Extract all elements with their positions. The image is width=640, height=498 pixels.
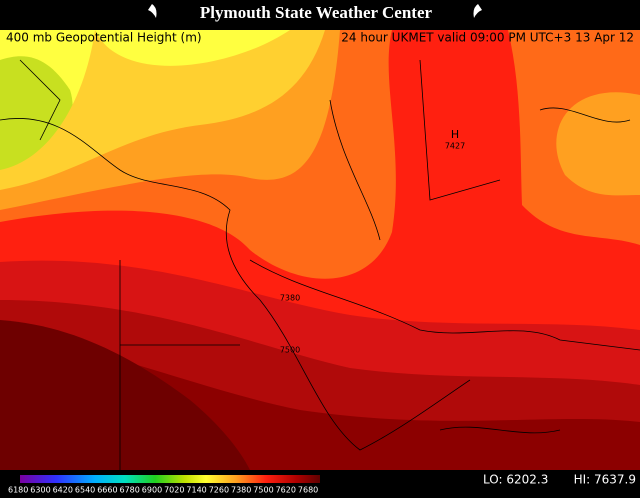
contour-label: 7427 (445, 142, 465, 151)
height-field (0, 30, 640, 470)
footer-bar (0, 470, 640, 498)
scale-label: 6780 (120, 486, 140, 495)
color-bar (20, 475, 320, 483)
scale-label: 7020 (164, 486, 184, 495)
scale-label: 6180 (8, 486, 28, 495)
title: Plymouth State Weather Center (200, 3, 433, 22)
low-value: LO: 6202.3 (483, 473, 548, 487)
color-scale-labels: 6180 6300 6420 6540 6660 6780 6900 7020 7140 7260… (8, 486, 318, 495)
scale-label: 6540 (75, 486, 95, 495)
scale-label: 6420 (53, 486, 73, 495)
contour-label: 7380 (280, 294, 300, 303)
scale-label: 7260 (209, 486, 229, 495)
high-value: HI: 7637.9 (574, 473, 636, 487)
scale-label: 7620 (276, 486, 296, 495)
scale-label: 7380 (231, 486, 251, 495)
scale-label: 6300 (30, 486, 50, 495)
scale-label: 7500 (253, 486, 273, 495)
scale-label: 6660 (97, 486, 117, 495)
header-bar (0, 0, 640, 30)
contour-label: 7500 (280, 346, 300, 355)
high-marker: H (451, 128, 459, 141)
field-label: 400 mb Geopotential Height (m) (6, 31, 202, 45)
scale-label: 7680 (298, 486, 318, 495)
scale-label: 6900 (142, 486, 162, 495)
valid-time: 24 hour UKMET valid 09:00 PM UTC+3 13 Ap… (341, 31, 634, 45)
scale-label: 7140 (186, 486, 206, 495)
borders (0, 59, 640, 470)
